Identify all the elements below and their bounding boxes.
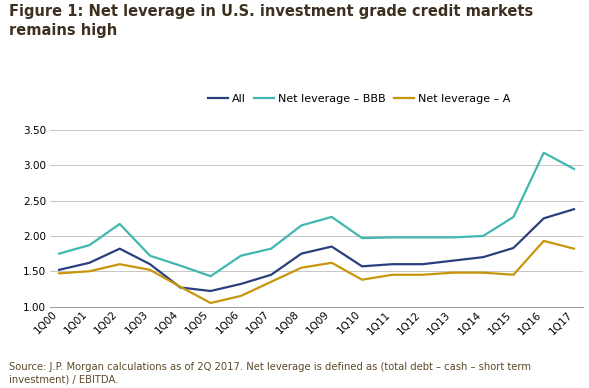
Net leverage – A xyxy=(571,246,578,251)
Net leverage – BBB xyxy=(419,235,426,240)
Net leverage – BBB xyxy=(237,253,244,258)
All xyxy=(359,264,366,268)
Net leverage – A xyxy=(237,294,244,298)
Net leverage – BBB xyxy=(389,235,396,240)
Line: Net leverage – A: Net leverage – A xyxy=(59,241,574,303)
Net leverage – BBB xyxy=(540,151,547,155)
Net leverage – BBB xyxy=(328,215,335,219)
Net leverage – A xyxy=(147,267,154,272)
All xyxy=(207,289,214,293)
All xyxy=(147,262,154,267)
Net leverage – A xyxy=(479,270,487,275)
Net leverage – A xyxy=(510,272,517,277)
Net leverage – A xyxy=(267,279,274,284)
Net leverage – BBB xyxy=(510,215,517,219)
Net leverage – BBB xyxy=(298,223,305,228)
Net leverage – A xyxy=(540,239,547,243)
Line: All: All xyxy=(59,209,574,291)
Net leverage – A xyxy=(55,271,62,276)
All xyxy=(479,255,487,260)
All xyxy=(237,282,244,286)
All xyxy=(449,258,456,263)
All xyxy=(116,246,123,251)
All xyxy=(86,260,93,265)
Net leverage – A xyxy=(298,265,305,270)
All xyxy=(571,207,578,211)
Net leverage – BBB xyxy=(86,243,93,248)
All xyxy=(328,244,335,249)
Legend: All, Net leverage – BBB, Net leverage – A: All, Net leverage – BBB, Net leverage – … xyxy=(203,90,515,109)
Net leverage – BBB xyxy=(571,166,578,171)
Net leverage – BBB xyxy=(267,246,274,251)
Net leverage – A xyxy=(86,269,93,274)
Net leverage – BBB xyxy=(479,234,487,238)
Net leverage – A xyxy=(328,260,335,265)
All xyxy=(540,216,547,221)
Net leverage – A xyxy=(449,270,456,275)
Net leverage – BBB xyxy=(116,222,123,226)
Net leverage – A xyxy=(177,284,184,289)
All xyxy=(298,251,305,256)
Text: Source: J.P. Morgan calculations as of 2Q 2017. Net leverage is defined as (tota: Source: J.P. Morgan calculations as of 2… xyxy=(9,362,531,384)
Net leverage – A xyxy=(419,272,426,277)
All xyxy=(389,262,396,267)
Net leverage – BBB xyxy=(177,263,184,268)
Line: Net leverage – BBB: Net leverage – BBB xyxy=(59,153,574,276)
Net leverage – A xyxy=(116,262,123,267)
Net leverage – BBB xyxy=(55,251,62,256)
All xyxy=(177,285,184,290)
All xyxy=(267,272,274,277)
Net leverage – A xyxy=(359,277,366,282)
Net leverage – BBB xyxy=(147,253,154,258)
Text: Figure 1: Net leverage in U.S. investment grade credit markets
remains high: Figure 1: Net leverage in U.S. investmen… xyxy=(9,4,533,38)
Net leverage – A xyxy=(207,301,214,305)
All xyxy=(510,246,517,250)
Net leverage – BBB xyxy=(359,236,366,241)
Net leverage – BBB xyxy=(449,235,456,240)
All xyxy=(419,262,426,267)
All xyxy=(55,267,62,272)
Net leverage – BBB xyxy=(207,274,214,279)
Net leverage – A xyxy=(389,272,396,277)
